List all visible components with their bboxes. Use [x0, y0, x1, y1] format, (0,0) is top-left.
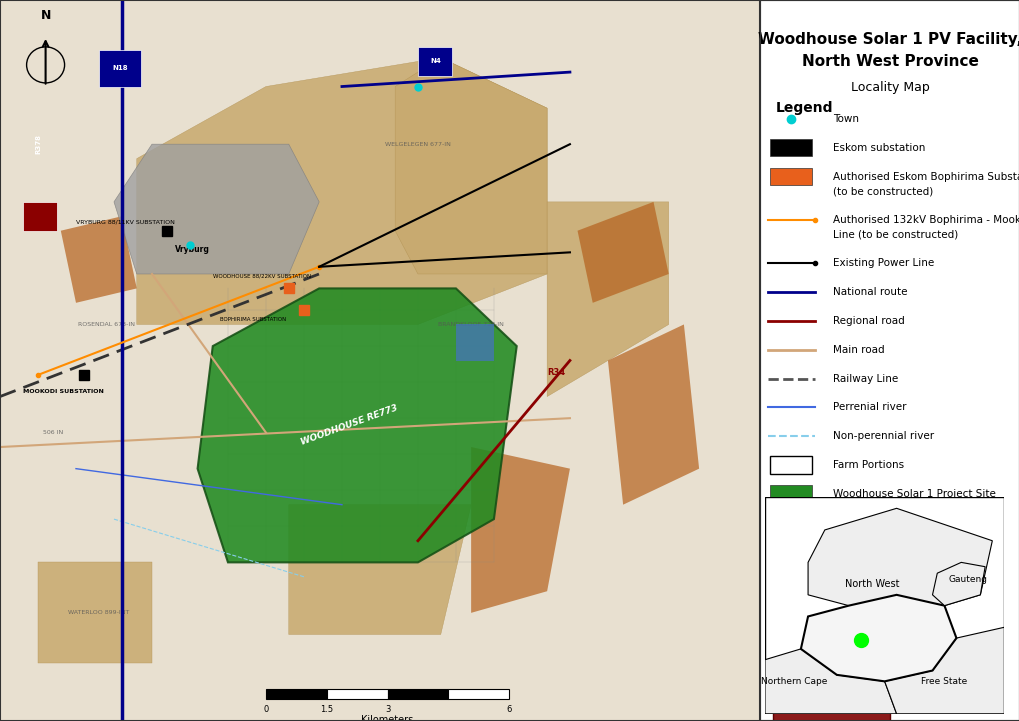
Bar: [767, 570, 814, 591]
Text: Railway Line: Railway Line: [832, 373, 897, 384]
Text: Degraded: Degraded: [832, 575, 883, 585]
Polygon shape: [38, 562, 152, 663]
Text: Existing Power Line: Existing Power Line: [832, 258, 933, 268]
Text: 1.5: 1.5: [320, 705, 333, 714]
Polygon shape: [931, 562, 984, 606]
Polygon shape: [0, 0, 759, 721]
Bar: [387, 689, 448, 699]
Text: WOODHOUSE RE773: WOODHOUSE RE773: [300, 404, 398, 447]
Text: (to be constructed): (to be constructed): [832, 186, 932, 196]
Text: Non-perennial river: Non-perennial river: [832, 431, 933, 441]
Text: 0: 0: [263, 705, 268, 714]
Text: ROSENDAL 673-IN: ROSENDAL 673-IN: [77, 322, 135, 327]
Text: N4: N4: [430, 58, 440, 64]
Text: Eskom substation: Eskom substation: [832, 143, 924, 153]
Text: Line (to be constructed): Line (to be constructed): [832, 229, 957, 239]
Polygon shape: [455, 324, 493, 360]
Polygon shape: [114, 144, 319, 274]
Text: Legend: Legend: [774, 101, 833, 115]
Text: Woodhouse Solar 1 PV Facility,: Woodhouse Solar 1 PV Facility,: [757, 32, 1019, 48]
Text: N18: N18: [112, 66, 127, 71]
Text: Waterbodies: Waterbodies: [832, 662, 897, 672]
Text: Perrenial river: Perrenial river: [832, 402, 905, 412]
Bar: [448, 689, 508, 699]
Text: N: N: [41, 9, 51, 22]
Text: Woodhouse Solar 1 Project Site: Woodhouse Solar 1 Project Site: [832, 489, 995, 499]
Polygon shape: [61, 216, 137, 303]
Bar: [769, 168, 811, 185]
Text: MOOKODI SUBSTATION: MOOKODI SUBSTATION: [22, 389, 104, 394]
Text: 506 IN: 506 IN: [43, 430, 63, 435]
Bar: [769, 485, 811, 503]
Text: Free State: Free State: [920, 677, 967, 686]
Text: Authorised 132kV Bophirima - Mookodi Power: Authorised 132kV Bophirima - Mookodi Pow…: [832, 215, 1019, 225]
Text: Regional road: Regional road: [832, 316, 904, 326]
Text: Main road: Main road: [832, 345, 883, 355]
Text: R34: R34: [546, 368, 565, 377]
Text: National route: National route: [832, 287, 906, 297]
Text: North West Province: North West Province: [801, 54, 977, 69]
Polygon shape: [546, 202, 668, 397]
Text: Farm Portions: Farm Portions: [832, 460, 903, 470]
Text: WATERLOO 899-INT: WATERLOO 899-INT: [68, 611, 129, 615]
Polygon shape: [807, 508, 991, 606]
Bar: [772, 707, 889, 721]
Polygon shape: [288, 505, 471, 634]
Bar: [326, 689, 387, 699]
Text: Cultivation: Cultivation: [832, 547, 889, 557]
Text: Kilometers: Kilometers: [361, 715, 414, 721]
Text: Locality Map: Locality Map: [850, 81, 928, 94]
Bar: [767, 598, 814, 620]
Polygon shape: [137, 58, 546, 324]
Bar: [22, 202, 57, 231]
Bar: [769, 456, 811, 474]
Bar: [767, 541, 814, 562]
Bar: [767, 627, 814, 649]
Text: North West: North West: [845, 579, 899, 589]
Text: Land use:: Land use:: [774, 526, 843, 539]
Text: Urban Built-up: Urban Built-up: [832, 633, 908, 643]
Polygon shape: [198, 288, 517, 562]
Text: Town: Town: [832, 114, 858, 124]
Bar: [99, 50, 141, 87]
Polygon shape: [883, 627, 1004, 714]
Text: WOODHOUSE 88/22KV SUBSTATION: WOODHOUSE 88/22KV SUBSTATION: [213, 273, 311, 278]
Text: Northern Cape: Northern Cape: [760, 677, 826, 686]
Text: Authorised Eskom Bophirima Substation: Authorised Eskom Bophirima Substation: [832, 172, 1019, 182]
Text: 3: 3: [384, 705, 390, 714]
Text: Gauteng: Gauteng: [948, 575, 987, 584]
Polygon shape: [764, 649, 896, 714]
Text: 6: 6: [506, 705, 512, 714]
Polygon shape: [577, 202, 668, 303]
Text: R378: R378: [35, 134, 41, 154]
Text: WELGELEGEN 677-IN: WELGELEGEN 677-IN: [384, 142, 450, 146]
Text: Mines: Mines: [832, 604, 862, 614]
Bar: [266, 689, 326, 699]
Bar: [769, 139, 811, 156]
Text: Vryburg: Vryburg: [174, 245, 210, 255]
Polygon shape: [800, 595, 956, 681]
Bar: [767, 656, 814, 678]
Polygon shape: [394, 58, 546, 274]
Polygon shape: [471, 447, 570, 613]
Text: BOPHIRIMA SUBSTATION: BOPHIRIMA SUBSTATION: [220, 317, 286, 322]
Bar: [418, 47, 451, 76]
Text: BRANDKLOOF 728-IN: BRANDKLOOF 728-IN: [438, 322, 503, 327]
Polygon shape: [607, 324, 698, 505]
Text: VRYBURG 88/11KV SUBSTATION: VRYBURG 88/11KV SUBSTATION: [76, 219, 174, 224]
